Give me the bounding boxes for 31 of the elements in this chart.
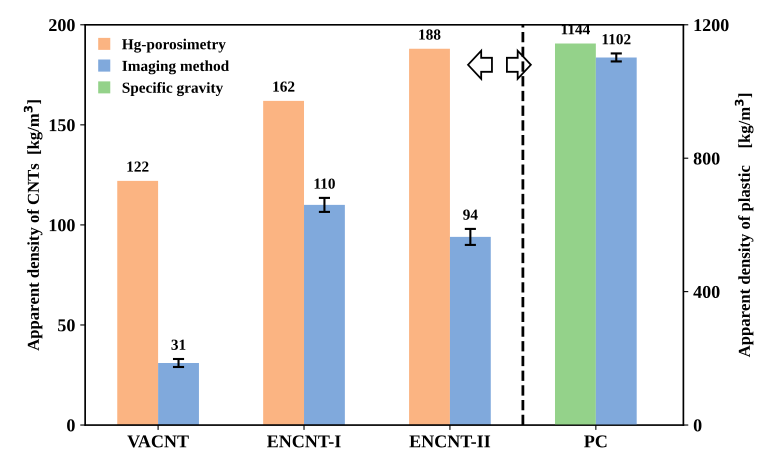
legend-label: Specific gravity bbox=[122, 82, 224, 96]
data-label: 110 bbox=[314, 178, 335, 189]
y2-tick-label: 800 bbox=[694, 152, 720, 165]
bar bbox=[304, 204, 345, 426]
data-label: 31 bbox=[171, 340, 186, 350]
y-tick-label: 50 bbox=[58, 319, 75, 332]
y2-tick-label: 1200 bbox=[694, 19, 729, 32]
x-tick-label: ENCNT-I bbox=[267, 435, 341, 448]
bar bbox=[263, 100, 304, 426]
bar bbox=[117, 180, 158, 426]
x-tick-label: ENCNT-II bbox=[409, 435, 490, 448]
bar bbox=[158, 362, 199, 426]
data-label: 122 bbox=[127, 162, 148, 172]
y-tick-label: 0 bbox=[67, 419, 75, 432]
bar bbox=[450, 236, 491, 426]
data-label: 188 bbox=[419, 29, 440, 40]
y2-tick-label: 0 bbox=[694, 419, 702, 432]
y2-axis-title: Apparent density of plastic [kg/m$^{3}$] bbox=[734, 94, 754, 358]
y-tick-label: 100 bbox=[50, 219, 75, 232]
legend-label: Imaging method bbox=[122, 60, 230, 74]
y-axis-title: Apparent density of CNTs [kg/m$^{3}$] bbox=[24, 100, 42, 351]
y2-tick-label: 400 bbox=[693, 286, 720, 298]
data-label: 162 bbox=[273, 81, 294, 92]
x-tick-label: PC bbox=[584, 435, 607, 448]
y-tick-label: 200 bbox=[49, 19, 75, 32]
data-label: 94 bbox=[463, 210, 478, 220]
y-tick-label: 150 bbox=[50, 119, 75, 132]
legend-label: Hg-porosimetry bbox=[122, 38, 226, 53]
data-label: 1102 bbox=[602, 34, 630, 44]
x-tick-label: VACNT bbox=[127, 435, 189, 448]
bar bbox=[409, 48, 450, 426]
